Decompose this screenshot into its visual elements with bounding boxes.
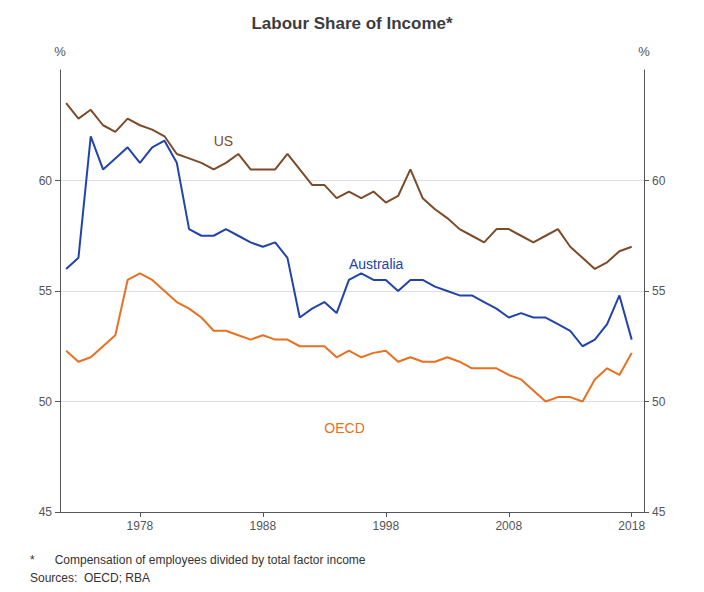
svg-text:55: 55 (39, 284, 53, 298)
svg-text:1988: 1988 (250, 519, 277, 533)
svg-text:Sources: OECD; RBA: Sources: OECD; RBA (30, 571, 150, 585)
svg-text:45: 45 (652, 505, 666, 519)
svg-text:60: 60 (39, 174, 53, 188)
svg-text:* Compensation of employe: * Compensation of employees divided by t… (30, 553, 366, 567)
svg-text:55: 55 (652, 284, 666, 298)
svg-text:50: 50 (652, 395, 666, 409)
svg-text:2008: 2008 (495, 519, 522, 533)
svg-text:45: 45 (39, 505, 53, 519)
svg-text:50: 50 (39, 395, 53, 409)
svg-text:2018: 2018 (618, 519, 645, 533)
svg-text:%: % (54, 44, 66, 59)
svg-text:1998: 1998 (372, 519, 399, 533)
svg-text:1978: 1978 (127, 519, 154, 533)
svg-text:60: 60 (652, 174, 666, 188)
svg-text:OECD: OECD (324, 420, 364, 436)
svg-text:US: US (214, 133, 233, 149)
svg-text:%: % (638, 44, 650, 59)
svg-text:Labour Share of Income*: Labour Share of Income* (251, 14, 453, 33)
svg-text:Australia: Australia (349, 256, 404, 272)
